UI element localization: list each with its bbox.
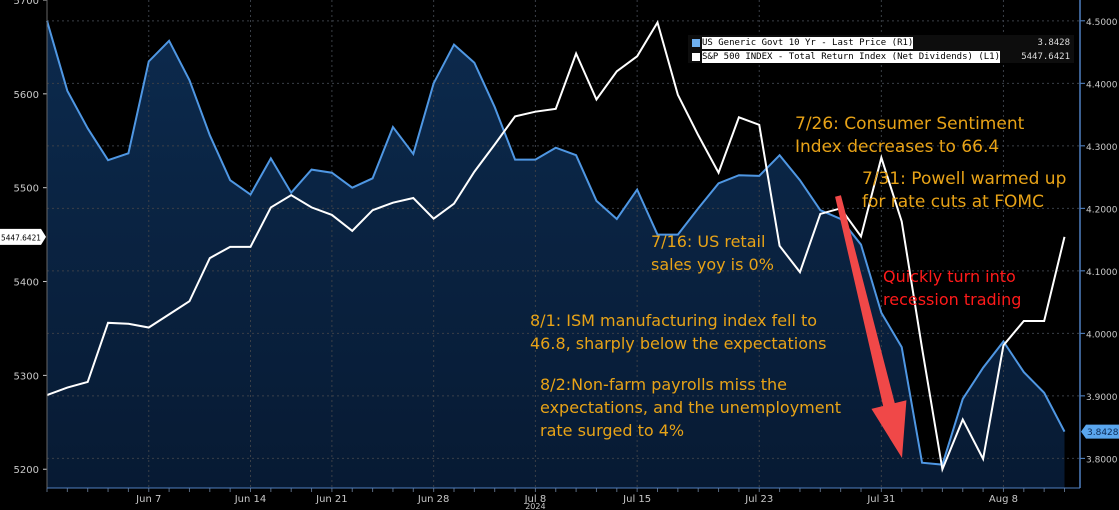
annotation-line: 7/26: Consumer Sentiment xyxy=(795,114,1025,134)
x-axis-tick-label: Jun 21 xyxy=(315,494,348,505)
left-axis-tick-label: 5400 xyxy=(14,278,39,289)
x-axis-tick-label: Jul 23 xyxy=(744,494,773,505)
annotation-line: recession trading xyxy=(883,290,1022,309)
annotation-line: 46.8, sharply below the expectations xyxy=(530,334,827,353)
annotation-consumer-sentiment: 7/26: Consumer Sentiment Index decreases… xyxy=(795,113,1024,159)
legend: US Generic Govt 10 Yr - Last Price (R1) … xyxy=(688,35,1074,63)
annotation-line: Index decreases to 66.4 xyxy=(795,137,1000,157)
annotation-line: 8/2:Non-farm payrolls miss the xyxy=(540,375,788,394)
x-axis-tick-label: Jun 7 xyxy=(135,494,161,505)
left-axis-tick-label: 5600 xyxy=(14,90,39,101)
annotation-retail-sales: 7/16: US retail sales yoy is 0% xyxy=(651,230,774,276)
yield-area-fill xyxy=(47,20,1065,489)
right-axis-tick-label: 4.0000 xyxy=(1086,330,1118,340)
right-axis-tick-label: 4.5000 xyxy=(1086,18,1118,28)
left-last-value-tag xyxy=(0,228,46,245)
legend-item-yield: US Generic Govt 10 Yr - Last Price (R1) … xyxy=(688,37,1074,49)
right-axis-tick-label: 3.8000 xyxy=(1086,455,1118,465)
annotation-line: Quickly turn into xyxy=(883,267,1016,286)
x-axis-tick-label: Jun 28 xyxy=(417,494,450,505)
x-axis-tick-label: Jul 15 xyxy=(622,494,651,505)
x-axis-tick-label: Jul 31 xyxy=(866,494,895,505)
x-axis-year-label: 2024 xyxy=(525,502,545,510)
left-axis-tick-label: 5700 xyxy=(14,0,39,7)
left-last-value-label: 5447.6421 xyxy=(1,233,41,242)
right-axis-tick-label: 4.1000 xyxy=(1086,268,1118,278)
right-axis-tick-label: 3.9000 xyxy=(1086,393,1118,403)
x-axis-tick-label: Jun 14 xyxy=(234,494,267,505)
annotation-payrolls: 8/2:Non-farm payrolls miss the expectati… xyxy=(540,373,841,442)
right-last-value-tag xyxy=(1081,424,1119,439)
right-last-value-label: 3.8428 xyxy=(1087,428,1119,438)
x-axis-tick-label: Aug 8 xyxy=(989,494,1018,505)
left-axis-tick-label: 5500 xyxy=(14,184,39,195)
right-axis-tick-label: 4.2000 xyxy=(1086,205,1118,215)
annotation-line: 8/1: ISM manufacturing index fell to xyxy=(530,311,818,330)
annotation-ism: 8/1: ISM manufacturing index fell to 46.… xyxy=(530,309,826,355)
right-axis-tick-label: 4.4000 xyxy=(1086,80,1118,90)
right-axis-tick-label: 4.3000 xyxy=(1086,143,1118,153)
x-axis-tick-label: Jul 8 xyxy=(524,494,547,505)
annotation-recession-trading: Quickly turn into recession trading xyxy=(883,265,1021,311)
annotation-line: for rate cuts at FOMC xyxy=(862,192,1044,212)
legend-swatch-yield xyxy=(692,39,700,47)
legend-label: S&P 500 INDEX - Total Return Index (Net … xyxy=(702,51,1001,63)
left-axis-tick-label: 5200 xyxy=(14,465,39,476)
annotation-line: expectations, and the unemployment xyxy=(540,398,842,417)
legend-item-spx: S&P 500 INDEX - Total Return Index (Net … xyxy=(688,51,1074,63)
annotation-line: rate surged to 4% xyxy=(540,421,685,440)
legend-label: US Generic Govt 10 Yr - Last Price (R1) xyxy=(702,37,914,49)
left-axis-tick-label: 5300 xyxy=(14,371,39,382)
red-down-arrow xyxy=(835,195,907,459)
legend-value: 5447.6421 xyxy=(1021,52,1070,62)
legend-value: 3.8428 xyxy=(1037,38,1070,48)
annotation-powell: 7/31: Powell warmed up for rate cuts at … xyxy=(862,168,1066,214)
legend-swatch-spx xyxy=(692,53,700,61)
annotation-line: sales yoy is 0% xyxy=(651,255,774,274)
annotation-line: 7/16: US retail xyxy=(651,232,766,251)
grid-vertical xyxy=(47,0,1080,488)
annotation-line: 7/31: Powell warmed up xyxy=(862,169,1067,189)
